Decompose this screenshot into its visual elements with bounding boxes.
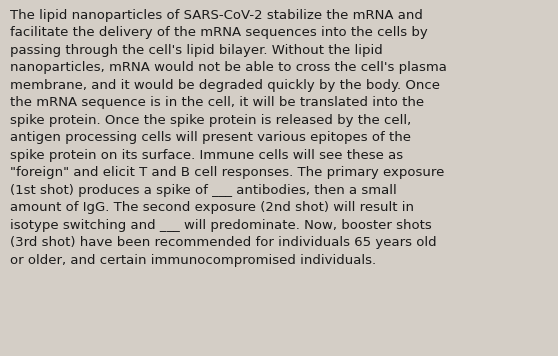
- Text: The lipid nanoparticles of SARS-CoV-2 stabilize the mRNA and
facilitate the deli: The lipid nanoparticles of SARS-CoV-2 st…: [10, 9, 447, 267]
